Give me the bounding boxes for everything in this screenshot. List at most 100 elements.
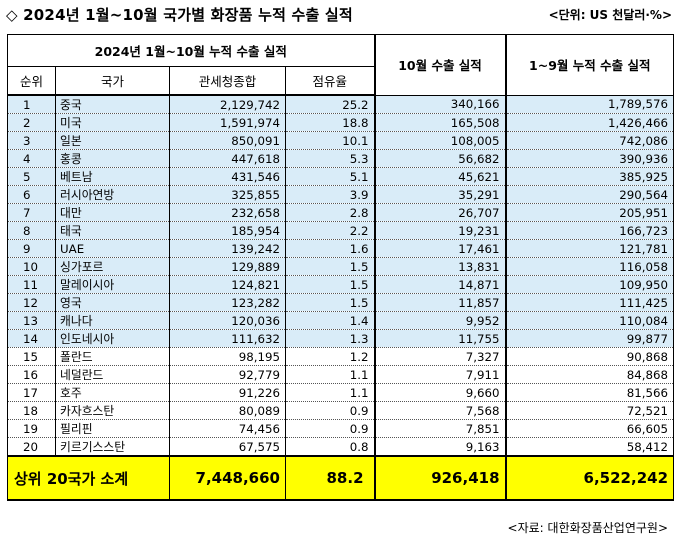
share-cell: 1.1 <box>284 365 376 384</box>
share-cell: 5.3 <box>284 149 376 168</box>
country-cell: UAE <box>55 239 170 258</box>
oct-cell: 45,621 <box>373 167 507 186</box>
country-cell: 중국 <box>55 94 170 114</box>
share-cell: 1.2 <box>284 347 376 366</box>
oct-cell: 19,231 <box>373 221 507 240</box>
total-cell: 2,129,742 <box>169 94 286 114</box>
rank-cell: 2 <box>7 113 56 132</box>
table-row: 10 싱가포르 129,889 1.5 13,831 116,058 <box>7 257 675 276</box>
table-row: 20 키르기스스탄 67,575 0.8 9,163 58,412 <box>7 437 675 457</box>
title-row: ◇ 2024년 1월~10월 국가별 화장품 누적 수출 실적 <단위: US … <box>6 4 674 26</box>
subtotal-label: 상위 20국가 소계 <box>7 455 170 501</box>
share-cell: 25.2 <box>284 94 376 114</box>
rank-cell: 11 <box>7 275 56 294</box>
jan-sep-cell: 90,868 <box>504 347 675 366</box>
jan-sep-cell: 72,521 <box>504 401 675 420</box>
country-cell: 네덜란드 <box>55 365 170 384</box>
rank-cell: 19 <box>7 419 56 438</box>
rank-cell: 18 <box>7 401 56 420</box>
unit-label: <단위: US 천달러·%> <box>548 8 672 22</box>
rank-cell: 6 <box>7 185 56 204</box>
country-header: 국가 <box>55 66 170 96</box>
share-cell: 1.3 <box>284 329 376 348</box>
jan-sep-cell: 99,877 <box>504 329 675 348</box>
share-cell: 5.1 <box>284 167 376 186</box>
rank-cell: 3 <box>7 131 56 150</box>
country-cell: 영국 <box>55 293 170 312</box>
oct-cell: 9,952 <box>373 311 507 330</box>
table-footer: 상위 20국가 소계 7,448,660 88.2 926,418 6,522,… <box>7 455 675 501</box>
share-cell: 0.8 <box>284 437 376 457</box>
group-header: 2024년 1월~10월 누적 수출 실적 <box>6 34 376 67</box>
table-row: 15 폴란드 98,195 1.2 7,327 90,868 <box>7 347 675 366</box>
rank-cell: 13 <box>7 311 56 330</box>
table-header: 2024년 1월~10월 누적 수출 실적 10월 수출 실적 1~9월 누적 … <box>6 34 675 96</box>
oct-cell: 9,660 <box>373 383 507 402</box>
share-cell: 1.1 <box>284 383 376 402</box>
total-cell: 185,954 <box>169 221 286 240</box>
oct-cell: 26,707 <box>373 203 507 222</box>
rank-cell: 14 <box>7 329 56 348</box>
total-cell: 431,546 <box>169 167 286 186</box>
total-cell: 74,456 <box>169 419 286 438</box>
table-row: 11 말레이시아 124,821 1.5 14,871 109,950 <box>7 275 675 294</box>
table-row: 7 대만 232,658 2.8 26,707 205,951 <box>7 203 675 222</box>
share-cell: 3.9 <box>284 185 376 204</box>
oct-cell: 7,568 <box>373 401 507 420</box>
jan-sep-cell: 109,950 <box>504 275 675 294</box>
jan-sep-cell: 110,084 <box>504 311 675 330</box>
total-cell: 123,282 <box>169 293 286 312</box>
oct-cell: 340,166 <box>373 94 507 114</box>
rank-cell: 15 <box>7 347 56 366</box>
table-row: 17 호주 91,226 1.1 9,660 81,566 <box>7 383 675 402</box>
rank-cell: 12 <box>7 293 56 312</box>
oct-cell: 7,327 <box>373 347 507 366</box>
country-cell: 태국 <box>55 221 170 240</box>
oct-header: 10월 수출 실적 <box>373 34 507 96</box>
country-cell: 폴란드 <box>55 347 170 366</box>
share-header: 점유율 <box>284 66 376 96</box>
share-cell: 1.4 <box>284 311 376 330</box>
table-row: 3 일본 850,091 10.1 108,005 742,086 <box>7 131 675 150</box>
rank-cell: 1 <box>7 94 56 114</box>
share-cell: 1.5 <box>284 257 376 276</box>
share-cell: 0.9 <box>284 401 376 420</box>
oct-cell: 35,291 <box>373 185 507 204</box>
total-cell: 91,226 <box>169 383 286 402</box>
oct-cell: 56,682 <box>373 149 507 168</box>
country-cell: 홍콩 <box>55 149 170 168</box>
table-row: 2 미국 1,591,974 18.8 165,508 1,426,466 <box>7 113 675 132</box>
country-cell: 러시아연방 <box>55 185 170 204</box>
rank-cell: 8 <box>7 221 56 240</box>
total-cell: 447,618 <box>169 149 286 168</box>
jan-sep-cell: 121,781 <box>504 239 675 258</box>
table-row: 19 필리핀 74,456 0.9 7,851 66,605 <box>7 419 675 438</box>
share-cell: 2.2 <box>284 221 376 240</box>
jan-sep-header: 1~9월 누적 수출 실적 <box>504 34 675 96</box>
share-cell: 0.9 <box>284 419 376 438</box>
table-row: 5 베트남 431,546 5.1 45,621 385,925 <box>7 167 675 186</box>
jan-sep-cell: 66,605 <box>504 419 675 438</box>
total-cell: 325,855 <box>169 185 286 204</box>
country-cell: 필리핀 <box>55 419 170 438</box>
table-row: 9 UAE 139,242 1.6 17,461 121,781 <box>7 239 675 258</box>
total-cell: 98,195 <box>169 347 286 366</box>
rank-cell: 5 <box>7 167 56 186</box>
total-cell: 67,575 <box>169 437 286 457</box>
rank-cell: 16 <box>7 365 56 384</box>
total-cell: 232,658 <box>169 203 286 222</box>
jan-sep-cell: 166,723 <box>504 221 675 240</box>
jan-sep-cell: 205,951 <box>504 203 675 222</box>
total-cell: 80,089 <box>169 401 286 420</box>
country-cell: 베트남 <box>55 167 170 186</box>
page-title: ◇ 2024년 1월~10월 국가별 화장품 누적 수출 실적 <box>6 6 353 24</box>
oct-cell: 9,163 <box>373 437 507 457</box>
jan-sep-cell: 116,058 <box>504 257 675 276</box>
oct-cell: 11,755 <box>373 329 507 348</box>
country-cell: 호주 <box>55 383 170 402</box>
total-cell: 124,821 <box>169 275 286 294</box>
table-row: 18 카자흐스탄 80,089 0.9 7,568 72,521 <box>7 401 675 420</box>
rank-cell: 17 <box>7 383 56 402</box>
subtotal-total: 7,448,660 <box>169 455 286 501</box>
country-cell: 캐나다 <box>55 311 170 330</box>
